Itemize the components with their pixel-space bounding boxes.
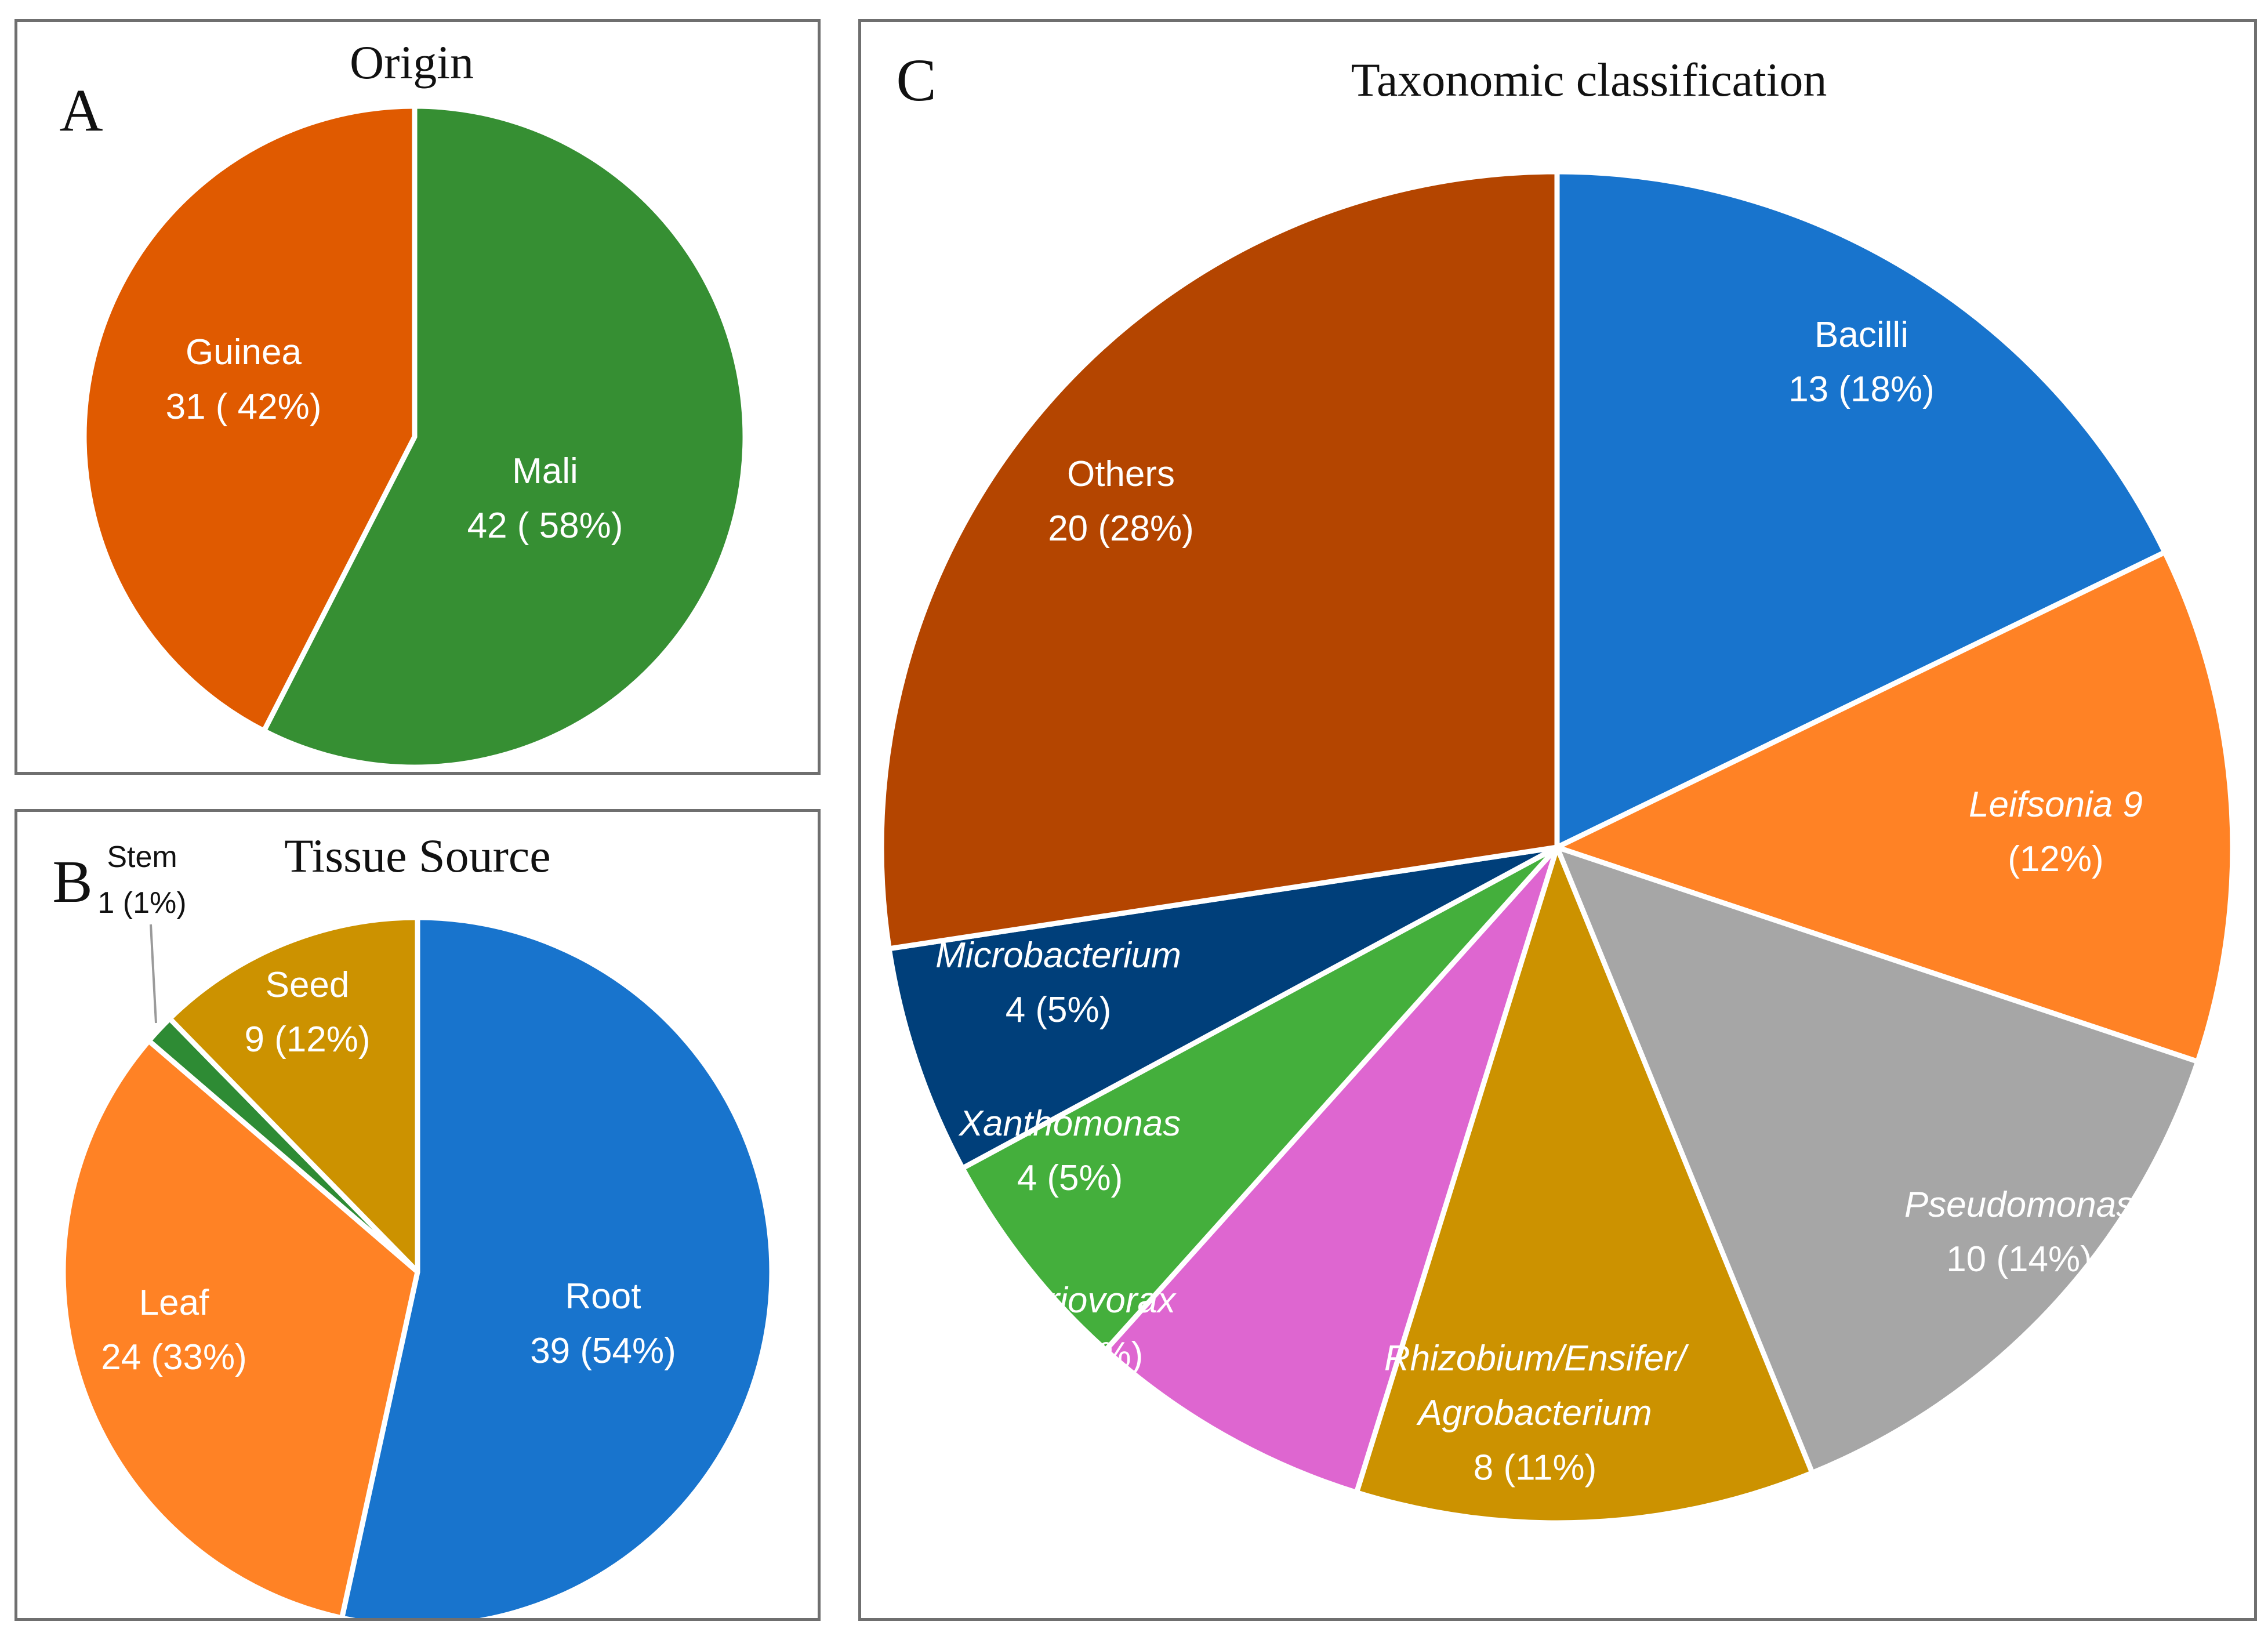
taxonomic-classification-slice-others (879, 169, 1560, 952)
taxonomic-classification-label-microbacterium-value: 4 (5%) (1006, 990, 1112, 1030)
tissue-source-slice-leaf (60, 1038, 420, 1618)
tissue-source-chart: B Tissue Source Root 39 (54%) Leaf 24 (33%)… (52, 829, 775, 1618)
origin-label-guinea-value: 31 ( 42%) (166, 387, 322, 427)
panel-letter-c: C (896, 47, 936, 114)
taxonomic-classification-label-rhizobium-ensifer-agrobacterium-name: Rhizobium/Ensifer/ (1384, 1338, 1689, 1379)
tissue-source-leader-stem (150, 924, 157, 1024)
origin-chart: A Origin Mali 42 ( 58%) Guinea 31 ( 42%) (59, 36, 748, 770)
taxonomy-pie: Bacilli 13 (18%) Leifsonia 9 (12%) Pseudomon… (879, 169, 2236, 1526)
tissue-source-slice-root (339, 915, 775, 1618)
origin-pie: Mali 42 ( 58%) Guinea 31 ( 42%) (81, 103, 748, 770)
taxonomic-classification-label-microbacterium-name: Microbacterium (935, 935, 1181, 975)
taxonomic-classification-label-variovorax-value: 5 (7%) (1037, 1335, 1144, 1375)
taxonomic-classification-label-xanthomonas-value: 4 (5%) (1017, 1158, 1123, 1198)
tissue-source-title: Tissue Source (284, 829, 550, 882)
tissue-source-label-root-name: Root (565, 1276, 641, 1316)
tissue-source-pie: Root 39 (54%) Leaf 24 (33%) Stem 1 (1%) Seed 9 … (60, 840, 775, 1618)
tissue-source-label-stem-value: 1 (1%) (97, 886, 186, 920)
taxonomic-classification-label-rhizobium-ensifer-agrobacterium-name2: Agrobacterium (1416, 1393, 1652, 1433)
tissue-source-label-seed-value: 9 (12%) (244, 1020, 370, 1060)
taxonomic-classification-label-leifsonia-9-name: Leifsonia 9 (1969, 785, 2143, 825)
taxonomic-classification-label-others-name: Others (1067, 454, 1175, 494)
taxonomic-classification-label-variovorax-name: Variovorax (1005, 1280, 1177, 1321)
origin-label-mali-value: 42 ( 58%) (467, 506, 623, 546)
taxonomic-classification-label-rhizobium-ensifer-agrobacterium-value: 8 (11%) (1474, 1448, 1597, 1488)
origin-label-guinea-name: Guinea (186, 332, 302, 372)
origin-title: Origin (350, 36, 474, 89)
taxonomic-classification-slice-microbacterium (886, 844, 1560, 1171)
taxonomic-classification-slice-leifsonia-9 (1554, 549, 2236, 1065)
taxonomic-classification-label-bacilli-value: 13 (18%) (1788, 369, 1935, 409)
taxonomy-title: Taxonomic classification (1351, 53, 1827, 106)
origin-label-mali-name: Mali (512, 451, 578, 491)
taxonomic-classification-label-pseudomonas-value: 10 (14%) (1946, 1239, 2092, 1279)
origin-slice-mali (261, 103, 748, 770)
taxonomy-chart: C Taxonomic classification Bacilli 13 (18… (879, 47, 2236, 1526)
tissue-source-label-stem-name: Stem (107, 840, 177, 874)
origin-slice-guinea (81, 103, 418, 734)
taxonomic-classification-label-bacilli-name: Bacilli (1815, 315, 1908, 355)
taxonomic-classification-slice-xanthomonas (960, 844, 1560, 1353)
taxonomic-classification-slice-variovorax (1103, 844, 1560, 1496)
tissue-source-panel: B Tissue Source Root 39 (54%) Leaf 24 (33%)… (14, 809, 821, 1621)
taxonomic-classification-label-others-value: 20 (28%) (1048, 509, 1194, 549)
tissue-source-label-leaf-name: Leaf (139, 1283, 209, 1323)
panel-letter-b: B (52, 848, 92, 915)
taxonomic-classification-label-pseudomonas-name: Pseudomonas (1904, 1185, 2134, 1225)
taxonomic-classification-slice-rhizobium-ensifer-agrobacterium (1353, 844, 1815, 1526)
taxonomic-classification-slice-pseudomonas (1554, 844, 2201, 1476)
panel-letter-a: A (59, 77, 103, 144)
taxonomic-classification-slice-bacilli (1554, 169, 2168, 850)
tissue-source-label-root-value: 39 (54%) (530, 1331, 676, 1371)
origin-panel: A Origin Mali 42 ( 58%) Guinea 31 ( 42%) (14, 19, 821, 775)
taxonomy-panel: C Taxonomic classification Bacilli 13 (18… (858, 19, 2257, 1621)
taxonomic-classification-label-leifsonia-9-value: (12%) (2008, 839, 2103, 879)
tissue-source-label-seed-name: Seed (266, 965, 350, 1005)
taxonomic-classification-label-xanthomonas-name: Xanthomonas (958, 1104, 1181, 1144)
tissue-source-label-leaf-value: 24 (33%) (101, 1337, 247, 1377)
tissue-source-slice-seed (167, 915, 420, 1275)
